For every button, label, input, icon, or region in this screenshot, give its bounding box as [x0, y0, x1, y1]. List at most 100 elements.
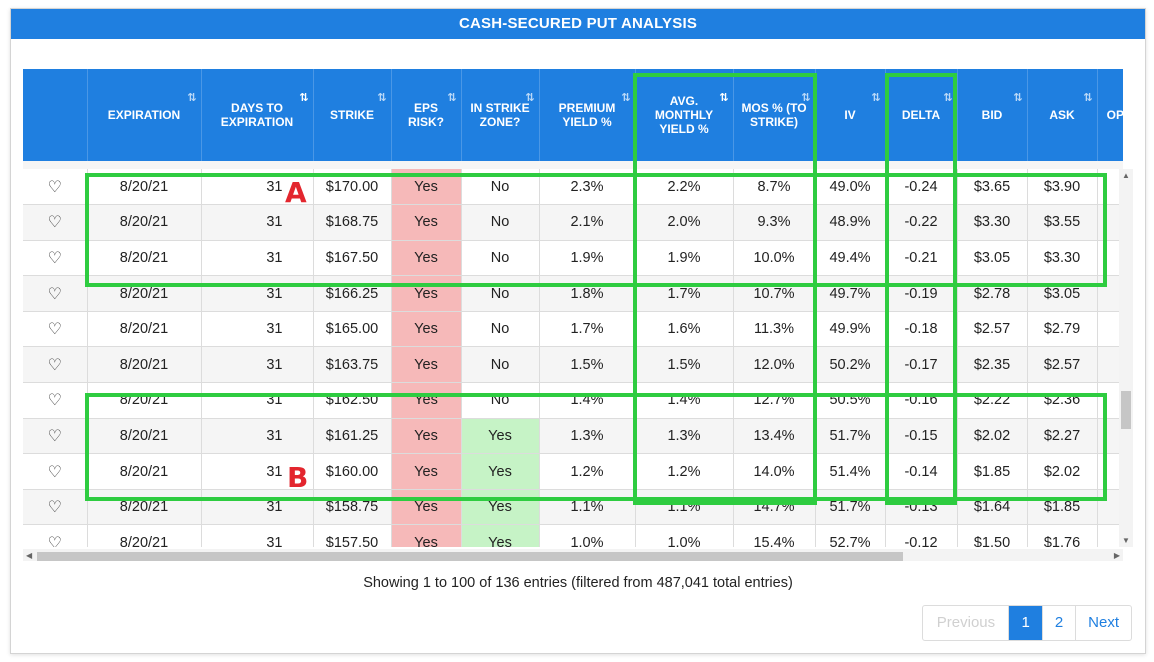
cell-delta: -0.21: [885, 240, 958, 277]
favorite-heart-icon[interactable]: ♡: [23, 275, 88, 312]
column-header-1[interactable]: EXPIRATION ⇅: [87, 69, 202, 161]
cell-zone: Yes: [461, 418, 540, 455]
scroll-left-arrow-icon[interactable]: ◀: [26, 551, 33, 560]
cell-delta: -0.12: [885, 524, 958, 547]
cell-strike: $161.25: [313, 418, 392, 455]
column-header-11[interactable]: BID ⇅: [957, 69, 1028, 161]
sort-icon[interactable]: ⇅: [525, 92, 534, 104]
column-header-12[interactable]: ASK ⇅: [1027, 69, 1098, 161]
cell-option-price: [1097, 311, 1123, 348]
cell-strike: $157.50: [313, 524, 392, 547]
favorite-heart-icon[interactable]: ♡: [23, 524, 88, 547]
cell-avg: 1.2%: [635, 453, 734, 490]
table-row[interactable]: ♡ 8/20/21 31 $168.75 Yes No 2.1% 2.0% 9.3% 48.9% -…: [23, 204, 1123, 241]
cell-prem: 1.2%: [539, 453, 636, 490]
sort-icon[interactable]: ⇅: [447, 92, 456, 104]
cell-mos: 14.7%: [733, 489, 816, 526]
cell-option-price: [1097, 489, 1123, 526]
table-row[interactable]: ♡ 8/20/21 31 $167.50 Yes No 1.9% 1.9% 10.0% 49.4%…: [23, 240, 1123, 277]
page-1-button[interactable]: 1: [1009, 606, 1043, 640]
cell-iv: 49.4%: [815, 240, 886, 277]
cell-strike: $167.50: [313, 240, 392, 277]
column-header-10[interactable]: DELTA ⇅: [885, 69, 958, 161]
marker-a: A: [285, 176, 307, 209]
table-row[interactable]: ♡ 8/20/21 31 $160.00 Yes Yes 1.2% 1.2% 14.0% 51.4…: [23, 453, 1123, 490]
cell-ask: $1.76: [1027, 524, 1098, 547]
vertical-scrollbar[interactable]: ▲ ▼: [1119, 169, 1133, 547]
favorite-heart-icon[interactable]: ♡: [23, 311, 88, 348]
cell-eps: Yes: [391, 346, 462, 384]
column-header-label: BID: [981, 108, 1003, 122]
column-header-3[interactable]: STRIKE ⇅: [313, 69, 392, 161]
sort-icon[interactable]: ⇅: [1083, 92, 1092, 104]
favorite-heart-icon[interactable]: ♡: [23, 204, 88, 241]
column-header-5[interactable]: IN STRIKE ZONE? ⇅: [461, 69, 540, 161]
previous-button[interactable]: Previous: [923, 606, 1010, 640]
horizontal-scroll-thumb[interactable]: [37, 552, 903, 561]
cell-dte: 31: [201, 382, 314, 419]
header-row: EXPIRATION ⇅ DAYS TO EXPIRATION ⇅ STRIKE ⇅ EPS…: [23, 69, 1123, 161]
column-header-label: PREMIUM YIELD %: [558, 101, 616, 129]
cell-mos: 9.3%: [733, 204, 816, 241]
cell-zone: No: [461, 382, 540, 419]
page-2-button[interactable]: 2: [1043, 606, 1077, 640]
table-container: EXPIRATION ⇅ DAYS TO EXPIRATION ⇅ STRIKE ⇅ EPS…: [23, 69, 1133, 561]
sort-icon[interactable]: ⇅: [621, 92, 630, 104]
cell-exp: 8/20/21: [87, 418, 202, 455]
cell-bid: $1.85: [957, 453, 1028, 490]
sort-icon[interactable]: ⇅: [187, 92, 196, 104]
cell-option-price: [1097, 524, 1123, 547]
table-row[interactable]: ♡ 8/20/21 31 $165.00 Yes No 1.7% 1.6% 11.3% 49.9%…: [23, 311, 1123, 348]
scroll-right-arrow-icon[interactable]: ▶: [1113, 551, 1120, 560]
column-header-6[interactable]: PREMIUM YIELD % ⇅: [539, 69, 636, 161]
cell-mos: 14.0%: [733, 453, 816, 490]
vertical-scroll-thumb[interactable]: [1121, 391, 1131, 429]
sort-icon[interactable]: ⇅: [719, 92, 728, 104]
cell-avg: 1.6%: [635, 311, 734, 348]
column-header-4[interactable]: EPS RISK? ⇅: [391, 69, 462, 161]
sort-icon[interactable]: ⇅: [377, 92, 386, 104]
sort-icon[interactable]: ⇅: [299, 92, 308, 104]
cell-zone: Yes: [461, 453, 540, 490]
sort-icon[interactable]: ⇅: [1013, 92, 1022, 104]
cell-ask: $2.79: [1027, 311, 1098, 348]
next-button[interactable]: Next: [1088, 614, 1119, 631]
sort-icon[interactable]: ⇅: [801, 92, 810, 104]
gap-cell: [539, 161, 635, 169]
horizontal-scrollbar[interactable]: ◀ ▶: [23, 549, 1123, 561]
column-header-2[interactable]: DAYS TO EXPIRATION ⇅: [201, 69, 314, 161]
favorite-heart-icon[interactable]: ♡: [23, 169, 88, 206]
favorite-heart-icon[interactable]: ♡: [23, 240, 88, 277]
cell-mos: 8.7%: [733, 169, 816, 206]
cell-eps: Yes: [391, 275, 462, 312]
cell-prem: 1.9%: [539, 240, 636, 277]
table-row[interactable]: ♡ 8/20/21 31 $157.50 Yes Yes 1.0% 1.0% 15.4% 52.7…: [23, 524, 1123, 547]
gap-cell: [957, 161, 1027, 169]
cell-iv: 49.7%: [815, 275, 886, 312]
column-header-9[interactable]: IV ⇅: [815, 69, 886, 161]
favorite-heart-icon[interactable]: ♡: [23, 453, 88, 490]
scroll-down-arrow-icon[interactable]: ▼: [1122, 536, 1130, 545]
scroll-up-arrow-icon[interactable]: ▲: [1122, 171, 1130, 180]
cell-exp: 8/20/21: [87, 382, 202, 419]
column-header-7[interactable]: AVG. MONTHLY YIELD % ⇅: [635, 69, 734, 161]
sort-icon[interactable]: ⇅: [871, 92, 880, 104]
table-row[interactable]: ♡ 8/20/21 31 $166.25 Yes No 1.8% 1.7% 10.7% 49.7%…: [23, 275, 1123, 312]
cell-avg: 1.7%: [635, 275, 734, 312]
table-row[interactable]: ♡ 8/20/21 31 $163.75 Yes No 1.5% 1.5% 12.0% 50.2%…: [23, 346, 1123, 384]
favorite-heart-icon[interactable]: ♡: [23, 346, 88, 384]
column-header-0[interactable]: [23, 69, 88, 161]
cell-bid: $2.35: [957, 346, 1028, 384]
table-row[interactable]: ♡ 8/20/21 31 $161.25 Yes Yes 1.3% 1.3% 13.4% 51.7…: [23, 418, 1123, 455]
sort-icon[interactable]: ⇅: [943, 92, 952, 104]
table-row[interactable]: ♡ 8/20/21 31 $170.00 Yes No 2.3% 2.2% 8.7% 49.0% -…: [23, 169, 1123, 206]
table-row[interactable]: ♡ 8/20/21 31 $158.75 Yes Yes 1.1% 1.1% 14.7% 51.7…: [23, 489, 1123, 526]
gap-cell: [635, 161, 733, 169]
table-info: Showing 1 to 100 of 136 entries (filtere…: [363, 575, 793, 591]
column-header-13[interactable]: OPT PR (PREM: [1097, 69, 1123, 161]
table-row[interactable]: ♡ 8/20/21 31 $162.50 Yes No 1.4% 1.4% 12.7% 50.5%…: [23, 382, 1123, 419]
column-header-8[interactable]: MOS % (TO STRIKE) ⇅: [733, 69, 816, 161]
favorite-heart-icon[interactable]: ♡: [23, 382, 88, 419]
favorite-heart-icon[interactable]: ♡: [23, 418, 88, 455]
favorite-heart-icon[interactable]: ♡: [23, 489, 88, 526]
